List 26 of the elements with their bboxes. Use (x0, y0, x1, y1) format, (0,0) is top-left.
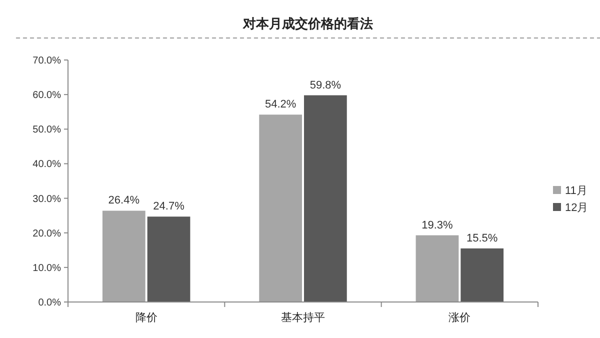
data-label: 26.4% (108, 194, 140, 207)
bar (416, 235, 459, 302)
x-tick-label: 涨价 (448, 312, 471, 324)
data-label: 54.2% (264, 98, 296, 111)
bar (259, 114, 302, 302)
legend-label: 12月 (565, 202, 588, 214)
bar (147, 216, 190, 302)
bar (304, 95, 347, 302)
data-label: 24.7% (153, 200, 185, 213)
data-label: 19.3% (422, 219, 454, 232)
y-tick-label: 10.0% (32, 262, 62, 274)
x-tick-label: 基本持平 (281, 311, 325, 324)
data-label: 59.8% (310, 79, 342, 92)
y-tick-label: 20.0% (32, 228, 62, 240)
chart-title: 对本月成交价格的看法 (242, 16, 373, 31)
legend-label: 11月 (565, 184, 588, 197)
y-tick-label: 40.0% (32, 159, 62, 170)
y-tick-label: 0.0% (38, 298, 62, 308)
y-tick-label: 30.0% (32, 194, 62, 205)
data-label: 15.5% (466, 232, 498, 244)
y-tick-label: 60.0% (32, 90, 62, 102)
y-tick-label: 70.0% (32, 56, 62, 66)
y-tick-label: 50.0% (32, 124, 62, 136)
bar (460, 248, 504, 302)
x-tick-label: 降价 (135, 312, 158, 324)
bar (102, 210, 146, 302)
